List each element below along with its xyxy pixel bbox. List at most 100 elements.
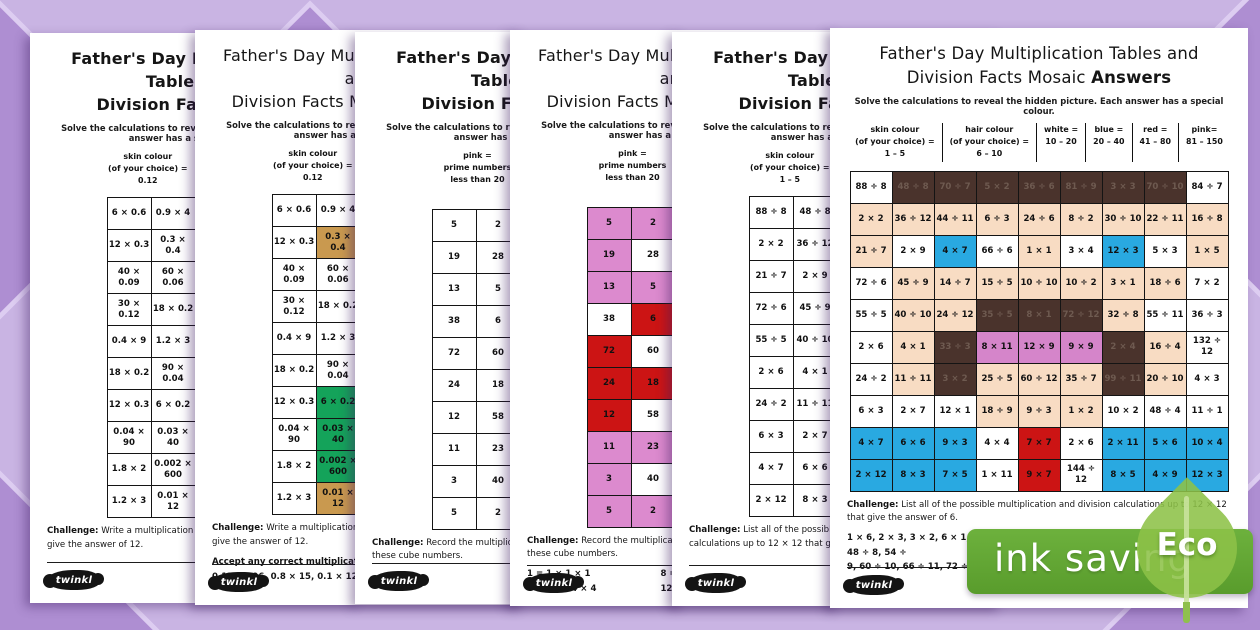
grid-cell: 2 × 6 — [748, 356, 794, 390]
grid-cell: 88 ÷ 8 — [748, 196, 794, 230]
grid-cell: 8 × 3 — [891, 458, 935, 492]
grid-cell: 10 ÷ 10 — [1017, 266, 1061, 300]
grid-cell: 1.2 × 3 — [150, 325, 196, 359]
grid-cell: 2 × 11 — [1101, 426, 1145, 460]
grid-cell: 6 × 0.2 — [315, 386, 361, 420]
grid-cell: 55 ÷ 5 — [849, 298, 893, 332]
grid-cell: 2 × 9 — [891, 234, 935, 268]
grid-cell: 8 × 1 — [1017, 298, 1061, 332]
grid-cell: 45 ÷ 9 — [891, 266, 935, 300]
grid-cell: 70 ÷ 7 — [933, 170, 977, 204]
grid-cell: 9 × 3 — [933, 426, 977, 460]
grid-cell: 11 — [431, 432, 477, 466]
grid-cell: 88 ÷ 8 — [849, 170, 893, 204]
grid-cell: 35 ÷ 7 — [1059, 362, 1103, 396]
grid-cell: 0.4 × 9 — [271, 322, 317, 356]
grid-cell: 6 × 0.2 — [150, 389, 196, 423]
grid-cell: 19 — [431, 240, 477, 274]
grid-cell: 1.8 × 2 — [271, 450, 317, 484]
grid-cell: 24 — [586, 366, 632, 400]
grid-cell: 72 ÷ 6 — [748, 292, 794, 326]
grid-cell: 0.04 × 90 — [271, 418, 317, 452]
grid-cell: 72 ÷ 12 — [1059, 298, 1103, 332]
grid-cell: 8 × 11 — [975, 330, 1019, 364]
challenge-text: Challenge: List all of the possible mult… — [847, 499, 1227, 523]
grid-cell: 19 — [586, 238, 632, 272]
grid-cell: 5 × 3 — [1143, 234, 1187, 268]
grid-cell: 6 ÷ 3 — [975, 202, 1019, 236]
grid-cell: 24 ÷ 12 — [933, 298, 977, 332]
grid-cell: 60 × 0.06 — [150, 261, 196, 295]
grid-cell: 8 ÷ 2 — [1059, 202, 1103, 236]
grid-cell: 44 ÷ 11 — [933, 202, 977, 236]
grid-cell: 60 × 0.06 — [315, 258, 361, 292]
grid-cell: 11 ÷ 11 — [891, 362, 935, 396]
grid-cell: 4 × 7 — [849, 426, 893, 460]
grid-cell: 72 ÷ 6 — [849, 266, 893, 300]
eco-label: Eco — [1156, 527, 1218, 563]
grid-cell: 90 × 0.04 — [150, 357, 196, 391]
grid-cell: 144 ÷ 12 — [1059, 458, 1103, 492]
grid-cell: 11 — [586, 430, 632, 464]
grid-cell: 4 × 1 — [891, 330, 935, 364]
grid-cell: 25 ÷ 5 — [975, 362, 1019, 396]
colour-key-item: skin colour (of your choice) = 1 – 5 — [855, 124, 935, 159]
grid-cell: 32 ÷ 8 — [1101, 298, 1145, 332]
grid-cell: 0.3 × 0.4 — [315, 226, 361, 260]
grid-cell: 72 — [431, 336, 477, 370]
grid-cell: 60 — [630, 334, 676, 368]
grid-cell: 0.01 × 12 — [150, 485, 196, 519]
grid-cell: 12 × 0.3 — [106, 389, 152, 423]
grid-cell: 6 × 6 — [891, 426, 935, 460]
grid-cell: 0.9 × 4 — [150, 197, 196, 231]
grid-cell: 5 — [586, 206, 632, 240]
grid-cell: 9 × 7 — [1017, 458, 1061, 492]
twinkl-logo: twinkl — [523, 573, 584, 593]
colour-key-item: pink = prime numbers less than 20 — [443, 150, 512, 185]
grid-cell: 10 ÷ 2 — [1059, 266, 1103, 300]
twinkl-logo: twinkl — [208, 572, 269, 592]
twinkl-logo: twinkl — [43, 570, 104, 590]
grid-cell: 1 × 11 — [975, 458, 1019, 492]
grid-cell: 24 ÷ 6 — [1017, 202, 1061, 236]
grid-cell: 1 × 1 — [1017, 234, 1061, 268]
grid-cell: 72 — [586, 334, 632, 368]
leaf-stem-icon — [1184, 496, 1189, 604]
grid-cell: 0.04 × 90 — [106, 421, 152, 455]
grid-cell: 36 ÷ 12 — [891, 202, 935, 236]
grid-cell: 21 ÷ 7 — [849, 234, 893, 268]
grid-cell: 6 × 0.6 — [106, 197, 152, 231]
grid-cell: 2 × 2 — [748, 228, 794, 262]
grid-cell: 7 × 2 — [1185, 266, 1229, 300]
grid-cell: 132 ÷ 12 — [1185, 330, 1229, 364]
grid-cell: 16 ÷ 8 — [1185, 202, 1229, 236]
grid-cell: 55 ÷ 5 — [748, 324, 794, 358]
grid-cell: 33 ÷ 3 — [933, 330, 977, 364]
grid-cell: 7 × 5 — [933, 458, 977, 492]
colour-key-item: hair colour(of your choice) =6 – 10 — [941, 122, 1036, 162]
grid-cell: 3 — [586, 462, 632, 496]
grid-cell: 12 × 3 — [1185, 458, 1229, 492]
grid-cell: 12 × 9 — [1017, 330, 1061, 364]
grid-cell: 12 × 3 — [1101, 234, 1145, 268]
grid-cell: 5 — [630, 270, 676, 304]
grid-cell: 12 × 0.3 — [271, 386, 317, 420]
grid-cell: 58 — [630, 398, 676, 432]
grid-cell: 18 × 0.2 — [150, 293, 196, 327]
grid-cell: 12 × 0.3 — [271, 226, 317, 260]
grid-cell: 18 × 0.2 — [315, 290, 361, 324]
grid-cell: 40 — [630, 462, 676, 496]
grid-cell: 1.2 × 3 — [106, 485, 152, 519]
grid-cell: 0.9 × 4 — [315, 194, 361, 228]
grid-cell: 84 ÷ 7 — [1185, 170, 1229, 204]
grid-cell: 6 × 3 — [849, 394, 893, 428]
grid-cell: 36 ÷ 6 — [1017, 170, 1061, 204]
grid-cell: 3 × 4 — [1059, 234, 1103, 268]
colour-key-item: white = 10 – 20 — [1036, 122, 1085, 162]
grid-cell: 2 — [630, 206, 676, 240]
page-footer: twinkl — [208, 564, 508, 592]
grid-cell: 18 — [630, 366, 676, 400]
